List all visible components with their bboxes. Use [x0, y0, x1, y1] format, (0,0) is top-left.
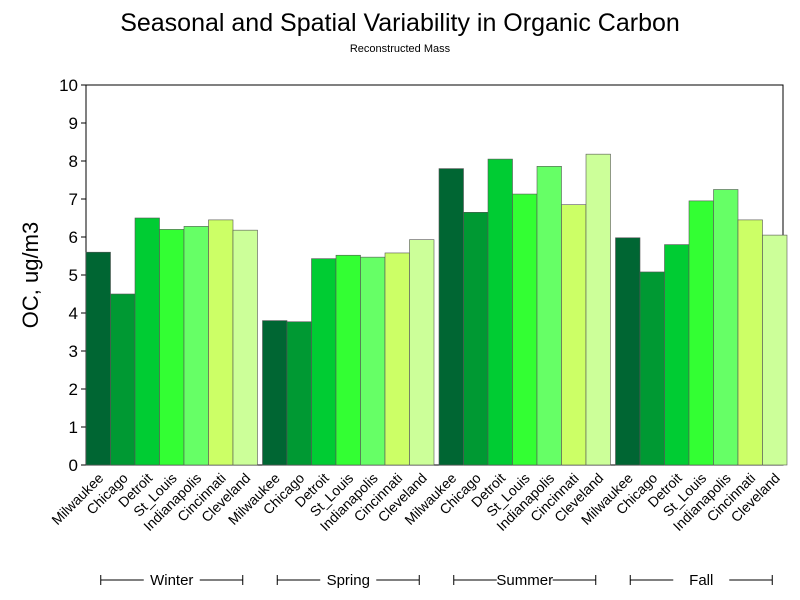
- y-tick-label: 0: [69, 456, 78, 475]
- y-tick-label: 6: [69, 228, 78, 247]
- bar-spring-milwaukee: [262, 320, 288, 466]
- bar-summer-chicago: [463, 212, 489, 466]
- bars-layer: [85, 153, 788, 466]
- bar-summer-st_louis: [512, 193, 538, 466]
- bar-spring-cleveland: [409, 239, 435, 466]
- bar-fall-cleveland: [762, 234, 788, 466]
- bar-spring-st_louis: [335, 254, 361, 466]
- bar-fall-milwaukee: [615, 237, 641, 466]
- bar-fall-cincinnati: [737, 219, 763, 466]
- bar-summer-milwaukee: [438, 168, 464, 466]
- y-tick-label: 7: [69, 190, 78, 209]
- season-label: Fall: [689, 572, 713, 589]
- bar-summer-detroit: [487, 158, 513, 466]
- bar-summer-cleveland: [585, 153, 611, 466]
- y-tick-label: 9: [69, 114, 78, 133]
- bar-winter-indianapolis: [183, 226, 209, 466]
- season-label: Spring: [327, 572, 370, 589]
- bar-spring-detroit: [311, 258, 337, 466]
- season-label: Winter: [150, 572, 193, 589]
- season-brackets: Winter Spring Summer Fall: [100, 572, 773, 589]
- bar-winter-st_louis: [159, 229, 185, 466]
- y-tick-label: 1: [69, 418, 78, 437]
- bar-fall-indianapolis: [713, 189, 739, 466]
- bar-spring-indianapolis: [360, 256, 386, 466]
- chart-title: Seasonal and Spatial Variability in Orga…: [120, 9, 680, 37]
- y-axis-label: OC, ug/m3: [18, 222, 43, 328]
- season-label: Summer: [496, 572, 553, 589]
- y-tick-label: 10: [59, 76, 78, 95]
- bar-fall-st_louis: [688, 200, 714, 466]
- chart-subtitle: Reconstructed Mass: [350, 43, 451, 55]
- bar-fall-chicago: [639, 271, 665, 466]
- bar-fall-detroit: [664, 244, 690, 466]
- bar-spring-cincinnati: [384, 252, 410, 466]
- y-tick-label: 8: [69, 152, 78, 171]
- bar-winter-detroit: [134, 217, 160, 466]
- bar-winter-cincinnati: [208, 219, 234, 466]
- bar-winter-milwaukee: [85, 251, 111, 466]
- y-tick-label: 5: [69, 266, 78, 285]
- x-axis-labels: MilwaukeeChicagoDetroitSt_LouisIndianapo…: [48, 470, 783, 534]
- y-tick-label: 2: [69, 380, 78, 399]
- y-axis: 0 1 2 3 4 5 6 7 8 9 10: [59, 76, 86, 475]
- y-tick-label: 4: [69, 304, 78, 323]
- bar-summer-indianapolis: [536, 166, 562, 466]
- bar-winter-cleveland: [232, 229, 258, 466]
- bar-winter-chicago: [110, 293, 136, 466]
- y-tick-label: 3: [69, 342, 78, 361]
- bar-spring-chicago: [286, 321, 312, 466]
- bar-summer-cincinnati: [561, 204, 587, 466]
